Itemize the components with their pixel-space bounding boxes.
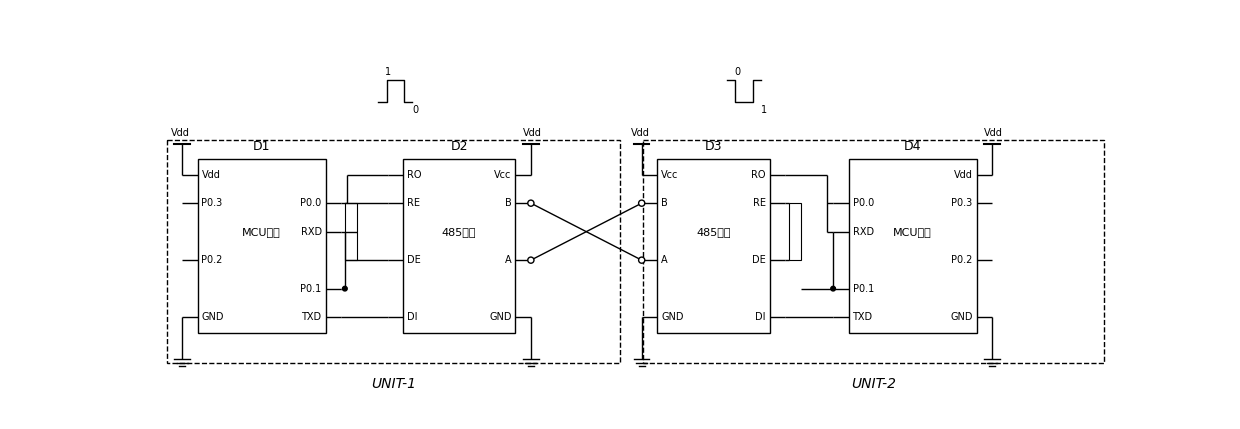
Text: 485芯片: 485芯片 (696, 227, 730, 237)
Text: D4: D4 (904, 140, 921, 153)
Text: RO: RO (407, 170, 422, 180)
Text: DE: DE (751, 255, 766, 265)
Text: TXD: TXD (301, 312, 321, 322)
Text: Vdd: Vdd (201, 170, 221, 180)
Text: RE: RE (753, 198, 766, 208)
Text: Vdd: Vdd (954, 170, 972, 180)
Text: GND: GND (201, 312, 224, 322)
Text: A: A (661, 255, 667, 265)
Text: DE: DE (407, 255, 420, 265)
Bar (166, 140, 620, 363)
Circle shape (528, 200, 534, 206)
Text: P0.0: P0.0 (853, 198, 874, 208)
Text: Vdd: Vdd (523, 129, 542, 139)
Text: RXD: RXD (300, 227, 321, 237)
Text: P0.3: P0.3 (201, 198, 223, 208)
Text: P0.1: P0.1 (853, 284, 874, 293)
Text: D3: D3 (704, 140, 722, 153)
Text: D1: D1 (253, 140, 270, 153)
Bar (644, 140, 1105, 363)
Text: GND: GND (661, 312, 683, 322)
Text: P0.1: P0.1 (300, 284, 321, 293)
Circle shape (831, 286, 836, 291)
Text: DI: DI (407, 312, 418, 322)
Text: P0.2: P0.2 (201, 255, 223, 265)
Text: TXD: TXD (853, 312, 873, 322)
Text: Vcc: Vcc (494, 170, 511, 180)
Text: MCU芯片: MCU芯片 (242, 227, 281, 237)
Text: MCU芯片: MCU芯片 (893, 227, 932, 237)
Circle shape (639, 200, 645, 206)
Text: D2: D2 (450, 140, 467, 153)
Text: RO: RO (751, 170, 766, 180)
Circle shape (342, 286, 347, 291)
Text: P0.0: P0.0 (300, 198, 321, 208)
Text: RE: RE (407, 198, 420, 208)
Text: GND: GND (489, 312, 511, 322)
Text: A: A (505, 255, 511, 265)
Bar (403, 159, 516, 332)
Text: 0: 0 (412, 106, 418, 115)
Text: UNIT-2: UNIT-2 (852, 377, 897, 391)
Bar (657, 159, 770, 332)
Text: GND: GND (950, 312, 972, 322)
Circle shape (639, 257, 645, 263)
Text: Vdd: Vdd (985, 129, 1003, 139)
Text: Vcc: Vcc (661, 170, 678, 180)
Text: 1: 1 (761, 106, 768, 115)
Bar (345, 203, 357, 260)
Circle shape (528, 257, 534, 263)
Text: 0: 0 (734, 67, 740, 77)
Bar (197, 159, 325, 332)
Bar (848, 159, 977, 332)
Text: Vdd: Vdd (171, 129, 190, 139)
Text: 1: 1 (386, 67, 392, 77)
Text: RXD: RXD (853, 227, 874, 237)
Text: B: B (661, 198, 668, 208)
Bar (789, 203, 801, 260)
Text: UNIT-1: UNIT-1 (371, 377, 415, 391)
Text: B: B (505, 198, 511, 208)
Text: P0.3: P0.3 (951, 198, 972, 208)
Text: P0.2: P0.2 (951, 255, 972, 265)
Text: 485芯片: 485芯片 (441, 227, 476, 237)
Text: Vdd: Vdd (631, 129, 650, 139)
Text: DI: DI (755, 312, 766, 322)
